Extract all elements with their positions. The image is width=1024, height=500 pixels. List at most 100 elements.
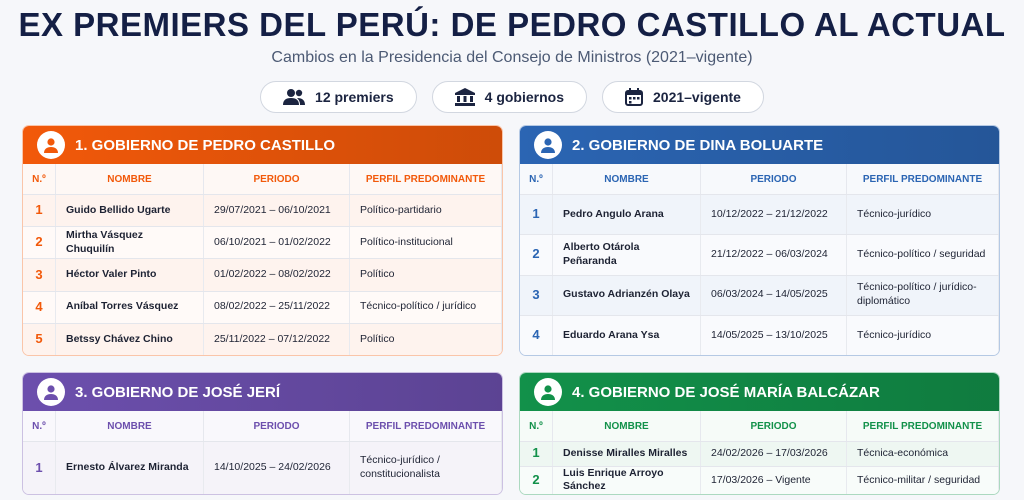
period: 06/10/2021 – 01/02/2022 xyxy=(204,227,350,259)
stat-pill: 4 gobiernos xyxy=(431,81,587,113)
column-label: NOMBRE xyxy=(56,164,204,194)
column-label: NOMBRE xyxy=(553,164,701,194)
column-label: PERFIL PREDOMINANTE xyxy=(847,411,999,441)
government-panel: 4. GOBIERNO DE JOSÉ MARÍA BALCÁZAR N.º NOM… xyxy=(519,372,1000,495)
table-row: 1 Ernesto Álvarez Miranda 14/10/2025 – 24/… xyxy=(23,441,502,494)
premier-name: Ernesto Álvarez Miranda xyxy=(56,442,204,494)
column-label: N.º xyxy=(520,164,553,194)
column-label: N.º xyxy=(23,411,56,441)
panel-header: 2. GOBIERNO DE DINA BOLUARTE xyxy=(520,126,999,164)
stats: 12 premiers 4 gobiernos 2021–vigente xyxy=(0,81,1024,113)
column-label: N.º xyxy=(520,411,553,441)
column-label: PERIODO xyxy=(701,411,847,441)
profile: Técnico-jurídico xyxy=(847,315,999,355)
table-row: 1 Denisse Miralles Miralles 24/02/2026 – 1… xyxy=(520,441,999,466)
stat-pill: 12 premiers xyxy=(260,81,417,113)
column-header: N.º NOMBRE PERIODO PERFIL PREDOMINANTE xyxy=(520,411,999,441)
table-row: 4 Aníbal Torres Vásquez 08/02/2022 – 25/11… xyxy=(23,290,502,323)
stat-pill: 2021–vigente xyxy=(602,81,764,113)
profile: Técnico-político / jurídico-diplomático xyxy=(847,275,999,315)
panel-icon xyxy=(534,378,562,406)
row-number: 1 xyxy=(520,442,553,466)
period: 17/03/2026 – Vigente xyxy=(701,466,847,494)
table-row: 1 Guido Bellido Ugarte 29/07/2021 – 06/10/… xyxy=(23,194,502,227)
stat-label: 2021–vigente xyxy=(653,89,741,105)
premier-name: Pedro Angulo Arana xyxy=(553,195,701,235)
row-number: 4 xyxy=(23,291,56,323)
period: 14/10/2025 – 24/02/2026 xyxy=(204,442,350,494)
profile: Técnico-jurídico / constitucionalista xyxy=(350,442,502,494)
column-label: PERIODO xyxy=(204,411,350,441)
premier-name: Eduardo Arana Ysa xyxy=(553,315,701,355)
premier-name: Luis Enrique Arroyo Sánchez xyxy=(553,466,701,494)
government-panel: 2. GOBIERNO DE DINA BOLUARTE N.º NOMBRE PER… xyxy=(519,125,1000,356)
table-row: 5 Betssy Chávez Chino 25/11/2022 – 07/12/2… xyxy=(23,322,502,355)
panel-header: 1. GOBIERNO DE PEDRO CASTILLO xyxy=(23,126,502,164)
profile: Técnico-político / jurídico xyxy=(350,291,502,323)
period: 01/02/2022 – 08/02/2022 xyxy=(204,259,350,291)
premier-name: Gustavo Adrianzén Olaya xyxy=(553,275,701,315)
panel-header: 3. GOBIERNO DE JOSÉ JERÍ xyxy=(23,373,502,411)
government-panel: 3. GOBIERNO DE JOSÉ JERÍ N.º NOMBRE PERIODO… xyxy=(22,372,503,495)
table-row: 3 Gustavo Adrianzén Olaya 06/03/2024 – 14/… xyxy=(520,274,999,315)
page-title: EX PREMIERS DEL PERÚ: DE PEDRO CASTILLO … xyxy=(18,6,1006,43)
premier-name: Héctor Valer Pinto xyxy=(56,259,204,291)
profile: Técnica-económica xyxy=(847,442,999,466)
column-label: PERFIL PREDOMINANTE xyxy=(847,164,999,194)
stat-label: 4 gobiernos xyxy=(484,89,564,105)
premier-name: Mirtha Vásquez Chuquilín xyxy=(56,227,204,259)
row-number: 3 xyxy=(23,259,56,291)
panel-icon xyxy=(37,131,65,159)
premier-name: Alberto Otárola Peñaranda xyxy=(553,235,701,275)
panel-title: 2. GOBIERNO DE DINA BOLUARTE xyxy=(572,136,824,154)
profile: Técnico-jurídico xyxy=(847,195,999,235)
panel-title: 1. GOBIERNO DE PEDRO CASTILLO xyxy=(75,136,336,154)
panel-icon xyxy=(37,378,65,406)
column-label: NOMBRE xyxy=(56,411,204,441)
column-label: PERIODO xyxy=(701,164,847,194)
column-label: PERFIL PREDOMINANTE xyxy=(350,164,502,194)
government-panel: 1. GOBIERNO DE PEDRO CASTILLO N.º NOMBRE PE… xyxy=(22,125,503,356)
row-number: 5 xyxy=(23,323,56,355)
row-number: 2 xyxy=(520,466,553,494)
column-header: N.º NOMBRE PERIODO PERFIL PREDOMINANTE xyxy=(23,411,502,441)
period: 21/12/2022 – 06/03/2024 xyxy=(701,235,847,275)
table-row: 2 Alberto Otárola Peñaranda 21/12/2022 – 0… xyxy=(520,234,999,275)
column-label: NOMBRE xyxy=(553,411,701,441)
period: 29/07/2021 – 06/10/2021 xyxy=(204,195,350,227)
row-number: 4 xyxy=(520,315,553,355)
period: 24/02/2026 – 17/03/2026 xyxy=(701,442,847,466)
profile: Político-institucional xyxy=(350,227,502,259)
panel-header: 4. GOBIERNO DE JOSÉ MARÍA BALCÁZAR xyxy=(520,373,999,411)
premier-name: Guido Bellido Ugarte xyxy=(56,195,204,227)
column-header: N.º NOMBRE PERIODO PERFIL PREDOMINANTE xyxy=(23,164,502,194)
row-number: 1 xyxy=(23,195,56,227)
period: 08/02/2022 – 25/11/2022 xyxy=(204,291,350,323)
table-row: 3 Héctor Valer Pinto 01/02/2022 – 08/02/20… xyxy=(23,258,502,291)
premier-name: Betssy Chávez Chino xyxy=(56,323,204,355)
table-row: 2 Mirtha Vásquez Chuquilín 06/10/2021 – 01… xyxy=(23,226,502,259)
column-label: PERFIL PREDOMINANTE xyxy=(350,411,502,441)
profile: Político-partidario xyxy=(350,195,502,227)
column-label: PERIODO xyxy=(204,164,350,194)
row-number: 3 xyxy=(520,275,553,315)
profile: Técnico-militar / seguridad xyxy=(847,466,999,494)
table-row: 2 Luis Enrique Arroyo Sánchez 17/03/2026 –… xyxy=(520,465,999,494)
column-header: N.º NOMBRE PERIODO PERFIL PREDOMINANTE xyxy=(520,164,999,194)
panel-title: 4. GOBIERNO DE JOSÉ MARÍA BALCÁZAR xyxy=(572,383,880,401)
panel-icon xyxy=(534,131,562,159)
row-number: 1 xyxy=(520,195,553,235)
period: 06/03/2024 – 14/05/2025 xyxy=(701,275,847,315)
period: 25/11/2022 – 07/12/2022 xyxy=(204,323,350,355)
period: 10/12/2022 – 21/12/2022 xyxy=(701,195,847,235)
row-number: 1 xyxy=(23,442,56,494)
stat-label: 12 premiers xyxy=(315,89,394,105)
panel-title: 3. GOBIERNO DE JOSÉ JERÍ xyxy=(75,383,281,401)
premier-name: Denisse Miralles Miralles xyxy=(553,442,701,466)
premier-name: Aníbal Torres Vásquez xyxy=(56,291,204,323)
profile: Político xyxy=(350,259,502,291)
row-number: 2 xyxy=(520,235,553,275)
subtitle: Cambios en la Presidencia del Consejo de… xyxy=(271,49,753,66)
period: 14/05/2025 – 13/10/2025 xyxy=(701,315,847,355)
